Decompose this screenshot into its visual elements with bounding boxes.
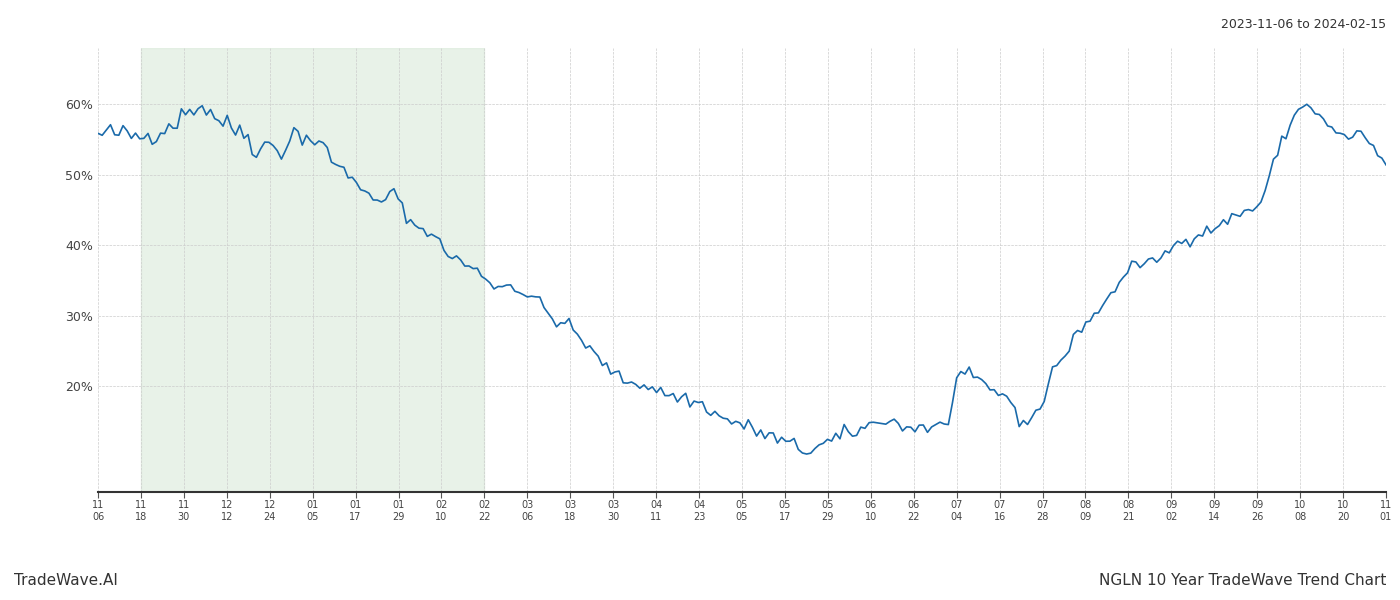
Bar xyxy=(141,48,484,492)
Text: 2023-11-06 to 2024-02-15: 2023-11-06 to 2024-02-15 xyxy=(1221,18,1386,31)
Text: NGLN 10 Year TradeWave Trend Chart: NGLN 10 Year TradeWave Trend Chart xyxy=(1099,573,1386,588)
Text: TradeWave.AI: TradeWave.AI xyxy=(14,573,118,588)
